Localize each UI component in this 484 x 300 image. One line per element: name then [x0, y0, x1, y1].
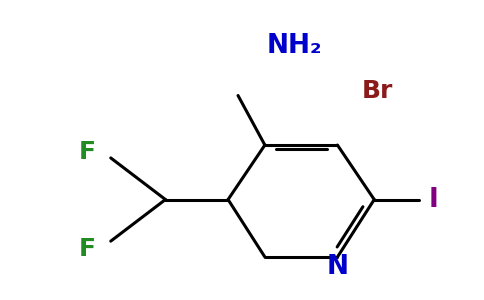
Text: Br: Br	[362, 79, 393, 103]
Text: F: F	[79, 237, 96, 261]
Text: NH₂: NH₂	[267, 33, 322, 59]
Text: F: F	[79, 140, 96, 164]
Text: N: N	[326, 254, 348, 280]
Text: I: I	[429, 187, 439, 212]
